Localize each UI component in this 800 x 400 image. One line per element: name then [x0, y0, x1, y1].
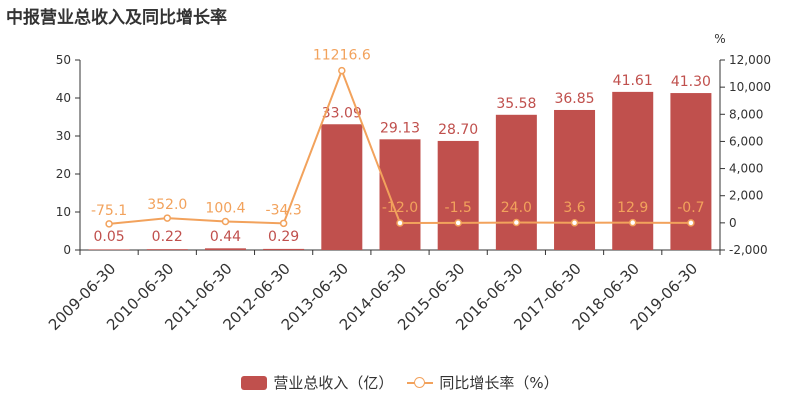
- legend-label-revenue: 营业总收入（亿）: [273, 374, 394, 392]
- growth-data-label: -1.5: [445, 200, 472, 216]
- growth-data-label: 3.6: [563, 200, 585, 216]
- growth-data-label: 100.4: [205, 200, 245, 216]
- bar-revenue: [495, 114, 537, 251]
- growth-data-label: 12.9: [617, 200, 648, 216]
- left-axis-tick-label: 10: [56, 205, 71, 219]
- chart-title: 中报营业总收入及同比增长率: [6, 8, 227, 28]
- bar-revenue: [321, 124, 363, 250]
- growth-point: [628, 218, 637, 227]
- right-axis-tick-label: 8,000: [729, 107, 763, 121]
- right-axis-tick-label: 6,000: [729, 134, 763, 148]
- right-axis-unit: %: [714, 32, 725, 46]
- bar-data-label: 41.30: [671, 74, 711, 90]
- bar-data-label: 36.85: [554, 91, 594, 107]
- growth-data-label: -34.3: [266, 202, 302, 218]
- bar-revenue: [379, 139, 421, 250]
- bar-revenue: [437, 140, 479, 250]
- left-axis-tick-label: 50: [56, 53, 71, 67]
- growth-point: [570, 219, 579, 227]
- growth-point: [279, 219, 288, 228]
- bar-data-label: 0.22: [152, 229, 183, 245]
- growth-data-label: 24.0: [501, 200, 532, 216]
- growth-data-label: -75.1: [91, 203, 127, 219]
- bar-data-label: 0.29: [268, 229, 299, 245]
- legend-item-growth[interactable]: 同比增长率（%）: [407, 372, 559, 393]
- growth-point: [512, 218, 521, 227]
- growth-data-label: 11216.6: [313, 48, 371, 64]
- left-axis-tick-label: 30: [56, 129, 71, 143]
- legend-bar-swatch-icon: [241, 375, 268, 390]
- right-axis-tick-label: -2,000: [729, 243, 768, 257]
- right-axis-tick-label: 0: [729, 216, 737, 230]
- bar-revenue: [263, 248, 305, 250]
- bar-data-label: 41.61: [613, 73, 653, 89]
- chart-legend: 营业总收入（亿） 同比增长率（%）: [0, 372, 800, 393]
- growth-point: [454, 219, 462, 227]
- right-axis-tick-label: 12,000: [729, 53, 771, 67]
- bar-revenue: [88, 249, 130, 250]
- bar-data-label: 35.58: [496, 96, 536, 112]
- right-axis-tick-label: 2,000: [729, 189, 763, 203]
- legend-line-swatch-icon: [407, 376, 434, 390]
- left-axis-tick-label: 40: [56, 91, 71, 105]
- bar-data-label: 33.09: [322, 105, 362, 121]
- left-axis-tick-label: 20: [56, 167, 71, 181]
- growth-point: [105, 220, 113, 228]
- growth-point: [163, 214, 172, 222]
- right-axis-tick-label: 10,000: [729, 80, 771, 94]
- right-axis-tick-label: 4,000: [729, 162, 763, 176]
- growth-data-label: 352.0: [147, 197, 187, 213]
- growth-point: [221, 217, 230, 226]
- bar-revenue: [554, 109, 596, 250]
- bar-revenue: [204, 248, 246, 250]
- growth-point: [687, 219, 695, 227]
- bar-data-label: 0.05: [94, 229, 125, 245]
- growth-data-label: -12.0: [382, 200, 418, 216]
- bar-data-label: 29.13: [380, 120, 420, 136]
- growth-data-label: -0.7: [677, 200, 704, 216]
- left-axis-tick-label: 0: [63, 243, 71, 257]
- bar-data-label: 0.44: [210, 229, 241, 245]
- growth-point: [396, 219, 404, 227]
- growth-point: [338, 66, 346, 75]
- legend-label-growth: 同比增长率（%）: [439, 374, 559, 392]
- bar-data-label: 28.70: [438, 122, 478, 138]
- legend-item-revenue[interactable]: 营业总收入（亿）: [241, 372, 393, 393]
- bar-revenue: [146, 249, 188, 250]
